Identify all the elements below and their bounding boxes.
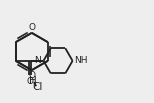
Text: H: H [29, 76, 36, 86]
Text: O: O [27, 77, 34, 86]
Text: O: O [29, 71, 36, 80]
Text: NH: NH [74, 56, 88, 65]
Text: Cl: Cl [32, 82, 42, 92]
Text: O: O [28, 23, 35, 32]
Text: N: N [35, 56, 41, 65]
